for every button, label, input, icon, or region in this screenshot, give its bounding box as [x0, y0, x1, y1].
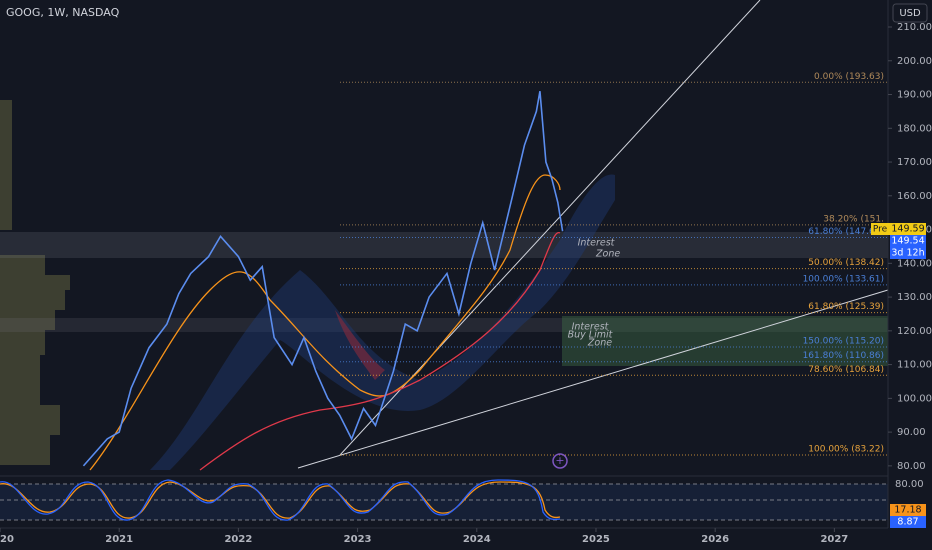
osc-k-tag: [890, 504, 926, 516]
price-tick-label: 100.00: [897, 393, 932, 404]
trendline: [297, 289, 889, 469]
annotation: Buy Limit: [568, 330, 614, 341]
ma-fast: [89, 174, 561, 471]
price-tick-label: 210.00: [897, 22, 932, 33]
fib-label: 61.80% (147.66): [808, 227, 884, 237]
currency-button[interactable]: [892, 3, 928, 23]
time-tick-label: 2024: [463, 534, 491, 545]
pre-price-tag: [890, 223, 926, 235]
osc-d-value: 8.87: [897, 517, 918, 528]
price-tick-label: 190.00: [897, 90, 932, 101]
annotation: Zone: [595, 249, 620, 260]
price-tick-label: 80.00: [897, 461, 926, 472]
add-button[interactable]: [552, 453, 568, 469]
price-tick-label: 170.00: [897, 157, 932, 168]
fib-label: 61.80% (125.39): [808, 302, 884, 312]
annotation: Interest: [578, 238, 616, 249]
osc-k: [0, 479, 561, 521]
fib-label: 50.00% (138.42): [808, 258, 884, 268]
fib-label: 150.00% (115.20): [803, 337, 884, 347]
price-tick-label: 90.00: [897, 427, 926, 438]
price-tick-label: 110.00: [897, 360, 932, 371]
zone-band: [0, 318, 888, 332]
fib-label: 0.00% (193.63): [814, 72, 884, 82]
symbol-title: GOOG, 1W, NASDAQ: [6, 6, 120, 19]
cloud-red: [335, 310, 385, 380]
add-icon[interactable]: +: [555, 454, 564, 467]
last-price: 149.54: [891, 236, 924, 247]
time-tick-label: 2026: [701, 534, 729, 545]
fib-label: 78.60% (106.84): [808, 365, 884, 375]
price-tick-label: 140.00: [897, 258, 932, 269]
price-axis: [888, 0, 932, 550]
osc-axis-label: 80.00: [895, 479, 924, 490]
pre-label: Pre: [873, 225, 888, 235]
time-tick-label: 2021: [105, 534, 133, 545]
ma-mid: [199, 232, 561, 471]
interest-zone: [0, 232, 888, 258]
osc-d-tag: [890, 516, 926, 528]
annotation: Zone: [587, 338, 612, 349]
price-tick-label: 160.00: [897, 191, 932, 202]
fib-label: 38.20% (151.: [823, 214, 884, 224]
price-line: [82, 91, 564, 467]
pre-price: 149.59: [891, 224, 924, 235]
fib-label: 161.80% (110.86): [803, 351, 884, 361]
time-tick-label: 2027: [820, 534, 848, 545]
time-tick-label: 2022: [224, 534, 252, 545]
annotation: Interest: [572, 322, 610, 333]
currency-label[interactable]: USD: [899, 8, 921, 19]
price-tick-label: 130.00: [897, 292, 932, 303]
pre-tag: [871, 223, 890, 235]
buy-limit-zone: [562, 316, 888, 366]
fib-label: 100.00% (83.22): [808, 445, 884, 455]
last-price-tag: [890, 235, 926, 259]
countdown: 3d 12h: [891, 248, 924, 259]
price-tick-label: 120.00: [897, 326, 932, 337]
osc-k-value: 17.18: [894, 505, 921, 516]
fib-label: 100.00% (133.61): [803, 274, 884, 284]
volume-profile: [0, 100, 70, 465]
time-tick-label: 2023: [344, 534, 372, 545]
price-tick-label: 180.00: [897, 123, 932, 134]
time-tick-label: 2025: [582, 534, 610, 545]
cloud: [150, 174, 615, 470]
price-tick-label: 200.00: [897, 56, 932, 67]
